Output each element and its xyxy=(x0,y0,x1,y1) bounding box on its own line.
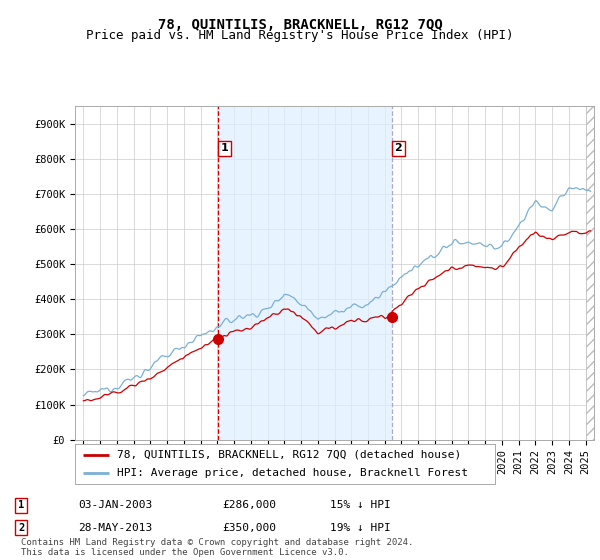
Bar xyxy=(218,106,392,440)
Text: 03-JAN-2003: 03-JAN-2003 xyxy=(78,500,152,510)
Text: 78, QUINTILIS, BRACKNELL, RG12 7QQ: 78, QUINTILIS, BRACKNELL, RG12 7QQ xyxy=(158,18,442,32)
Text: 15% ↓ HPI: 15% ↓ HPI xyxy=(330,500,391,510)
Text: Contains HM Land Registry data © Crown copyright and database right 2024.
This d: Contains HM Land Registry data © Crown c… xyxy=(21,538,413,557)
Text: 28-MAY-2013: 28-MAY-2013 xyxy=(78,522,152,533)
Text: £350,000: £350,000 xyxy=(222,522,276,533)
Text: 2: 2 xyxy=(18,522,24,533)
Text: £286,000: £286,000 xyxy=(222,500,276,510)
Text: 1: 1 xyxy=(18,500,24,510)
Text: 19% ↓ HPI: 19% ↓ HPI xyxy=(330,522,391,533)
Text: Price paid vs. HM Land Registry's House Price Index (HPI): Price paid vs. HM Land Registry's House … xyxy=(86,29,514,42)
Bar xyxy=(586,106,594,440)
Text: HPI: Average price, detached house, Bracknell Forest: HPI: Average price, detached house, Brac… xyxy=(117,468,468,478)
Text: 2: 2 xyxy=(395,143,403,153)
Text: 1: 1 xyxy=(220,143,228,153)
Text: 78, QUINTILIS, BRACKNELL, RG12 7QQ (detached house): 78, QUINTILIS, BRACKNELL, RG12 7QQ (deta… xyxy=(117,450,461,460)
